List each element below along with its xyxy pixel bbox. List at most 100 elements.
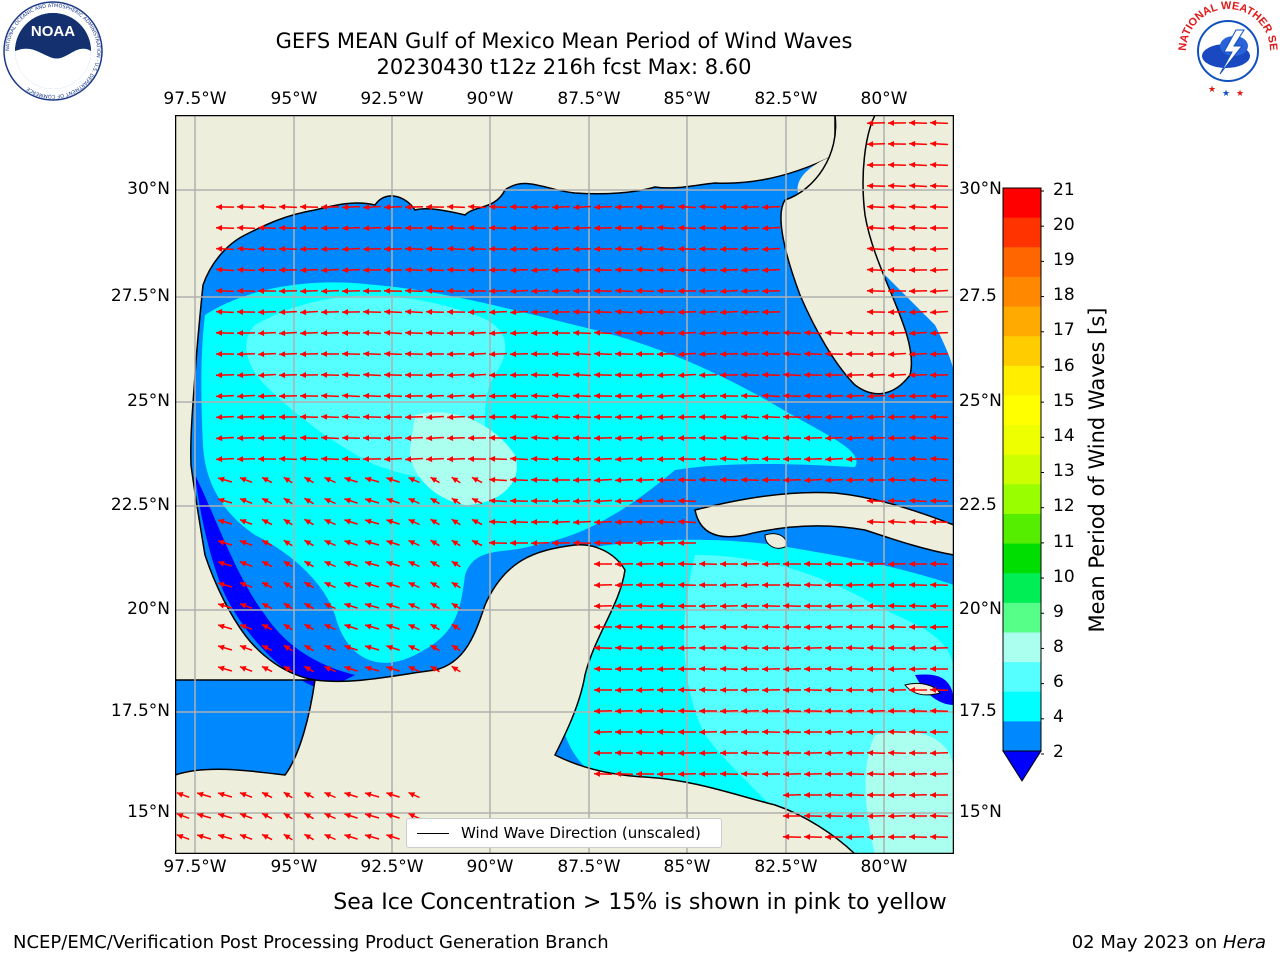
wave-arrow-head (909, 330, 916, 337)
wave-arrow-head (636, 308, 643, 315)
wave-arrow-head (594, 603, 601, 610)
wave-arrow-head (930, 707, 937, 714)
wave-arrow-head (867, 666, 873, 672)
wave-arrow-head (636, 666, 643, 673)
wave-arrow-head (468, 351, 475, 358)
wave-arrow-head (531, 476, 538, 483)
wave-arrow-head (386, 560, 393, 567)
wave-arrow-head (408, 477, 416, 483)
colorbar-tick-label: 19 (1053, 250, 1075, 270)
wave-arrow-head (657, 309, 663, 315)
wave-arrow-head (489, 539, 496, 546)
wave-arrow-head (846, 813, 852, 819)
wave-arrow-head (762, 602, 769, 609)
wave-arrow-head (699, 330, 706, 337)
wave-arrow-head (783, 645, 790, 652)
wave-arrow-head (846, 603, 853, 610)
wave-arrow-head (888, 666, 895, 673)
wave-arrow-head (489, 203, 496, 210)
wave-arrow-head (888, 813, 895, 820)
wave-arrow-head (888, 497, 895, 504)
wave-arrow-head (888, 456, 894, 462)
wave-arrow-head (636, 498, 642, 504)
colorbar-segment (1003, 276, 1041, 307)
wave-arrow-head (594, 770, 601, 777)
wave-arrow-head (386, 623, 393, 630)
wave-arrow-head (342, 204, 349, 211)
wave-arrow-head (909, 728, 916, 735)
wave-arrow-head (237, 287, 244, 294)
wave-arrow-head (405, 456, 412, 463)
wave-arrow-head (218, 623, 225, 630)
wave-arrow-head (321, 413, 328, 420)
wave-arrow-head (408, 792, 416, 798)
wave-arrow-head (636, 204, 642, 210)
wave-arrow-head (365, 623, 372, 630)
wave-arrow-head (678, 456, 684, 462)
wave-arrow-head (237, 266, 244, 273)
wave-arrow-head (867, 351, 874, 358)
wave-arrow-head (699, 224, 706, 231)
wave-arrow-head (510, 330, 517, 337)
wave-arrow-head (363, 225, 370, 232)
wave-arrow-head (720, 309, 727, 316)
wave-arrow-head (447, 393, 454, 400)
wave-arrow-head (867, 813, 874, 820)
wave-arrow-head (636, 771, 642, 777)
wave-arrow-head (342, 225, 349, 232)
wave-arrow-head (321, 351, 327, 357)
wave-arrow-head (451, 603, 459, 609)
wave-arrow-head (384, 456, 391, 463)
wave-arrow-head (468, 372, 475, 379)
wave-arrow-head (344, 476, 351, 483)
wave-arrow-head (451, 624, 459, 630)
wave-arrow-head (197, 812, 204, 819)
wave-arrow-head (657, 266, 664, 273)
wave-arrow-head (846, 708, 853, 715)
wave-arrow-head (468, 245, 475, 252)
wave-arrow-head (615, 266, 622, 273)
wave-arrow-head (888, 330, 895, 337)
footer-date: 02 May 2023 on Hera (1071, 932, 1266, 953)
map-legend: Wind Wave Direction (unscaled) (406, 818, 722, 848)
wave-arrow-head (363, 413, 370, 420)
wave-arrow-head (930, 560, 937, 567)
wave-arrow-head (594, 267, 600, 273)
wave-arrow-head (699, 455, 706, 462)
wave-arrow-head (636, 519, 642, 525)
lon-top-label: 87.5°W (557, 89, 621, 109)
wave-arrow-head (930, 161, 937, 168)
colorbar-tick-label: 8 (1053, 637, 1064, 657)
wave-arrow-head (867, 372, 874, 379)
wave-arrow-head (426, 351, 432, 357)
wave-arrow-head (408, 813, 416, 819)
wave-arrow-head (489, 246, 495, 252)
wave-arrow-head (846, 435, 853, 442)
wave-arrow-head (279, 309, 286, 316)
wave-arrow-head (657, 666, 664, 673)
lat-right-label: 22.5 (959, 495, 997, 515)
wave-arrow-head (657, 330, 663, 336)
wave-arrow-head (386, 497, 393, 504)
wave-arrow-head (386, 581, 393, 588)
colorbar-segment (1003, 662, 1041, 693)
wave-arrow-head (531, 540, 538, 547)
wave-arrow-head (888, 623, 895, 630)
wave-arrow-head (552, 434, 559, 441)
wave-arrow-head (720, 393, 726, 399)
wave-arrow-head (888, 266, 895, 273)
lon-bottom-label: 90°W (466, 857, 514, 877)
wave-arrow-head (279, 414, 285, 420)
wave-arrow-head (552, 204, 559, 211)
wave-arrow-head (741, 246, 748, 253)
wave-arrow-head (867, 749, 874, 756)
wave-arrow-head (930, 140, 937, 147)
wave-arrow-head (324, 624, 332, 630)
wave-arrow-head (867, 414, 874, 421)
wave-arrow-head (909, 602, 916, 609)
wave-arrow-head (804, 729, 810, 735)
wave-arrow-head (237, 224, 244, 231)
wave-arrow-head (365, 560, 372, 567)
wave-arrow-head (510, 455, 517, 462)
wave-arrow-head (909, 833, 916, 840)
